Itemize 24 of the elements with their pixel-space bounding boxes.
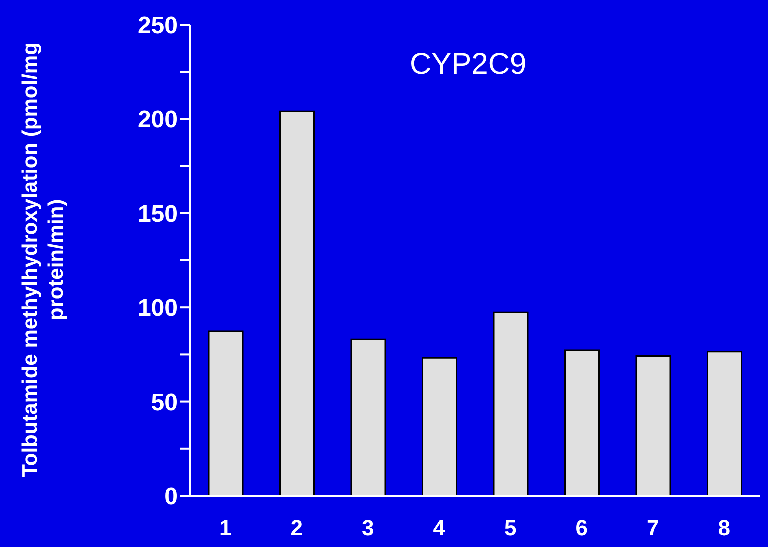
- x-tick-label: 2: [290, 516, 303, 541]
- y-tick-label: 100: [138, 295, 178, 322]
- bar: [493, 312, 529, 496]
- bar: [707, 351, 742, 496]
- y-tick-label: 50: [151, 389, 178, 416]
- bar: [636, 355, 672, 496]
- bar: [422, 357, 458, 496]
- x-tick-label: 4: [433, 516, 446, 541]
- x-tick-label: 8: [718, 516, 730, 541]
- bar: [208, 330, 244, 496]
- x-tick-label: 5: [504, 516, 517, 541]
- y-tick-label: 0: [164, 484, 178, 511]
- y-tick-label: 200: [138, 106, 178, 134]
- x-tick-label: 6: [576, 516, 588, 541]
- bar: [280, 110, 315, 496]
- x-tick-label: 3: [362, 516, 374, 541]
- bar: [564, 350, 600, 496]
- x-tick-label: 1: [220, 516, 232, 541]
- y-tick-label: 250: [138, 12, 178, 40]
- bar: [350, 338, 386, 496]
- y-tick-label: 150: [138, 200, 178, 228]
- x-tick-label: 7: [647, 516, 660, 541]
- text: CYP2C9: [410, 48, 527, 82]
- y-axis-title: Tolbutamide methylhydroxylation (pmol/mg protein/min): [18, 42, 69, 480]
